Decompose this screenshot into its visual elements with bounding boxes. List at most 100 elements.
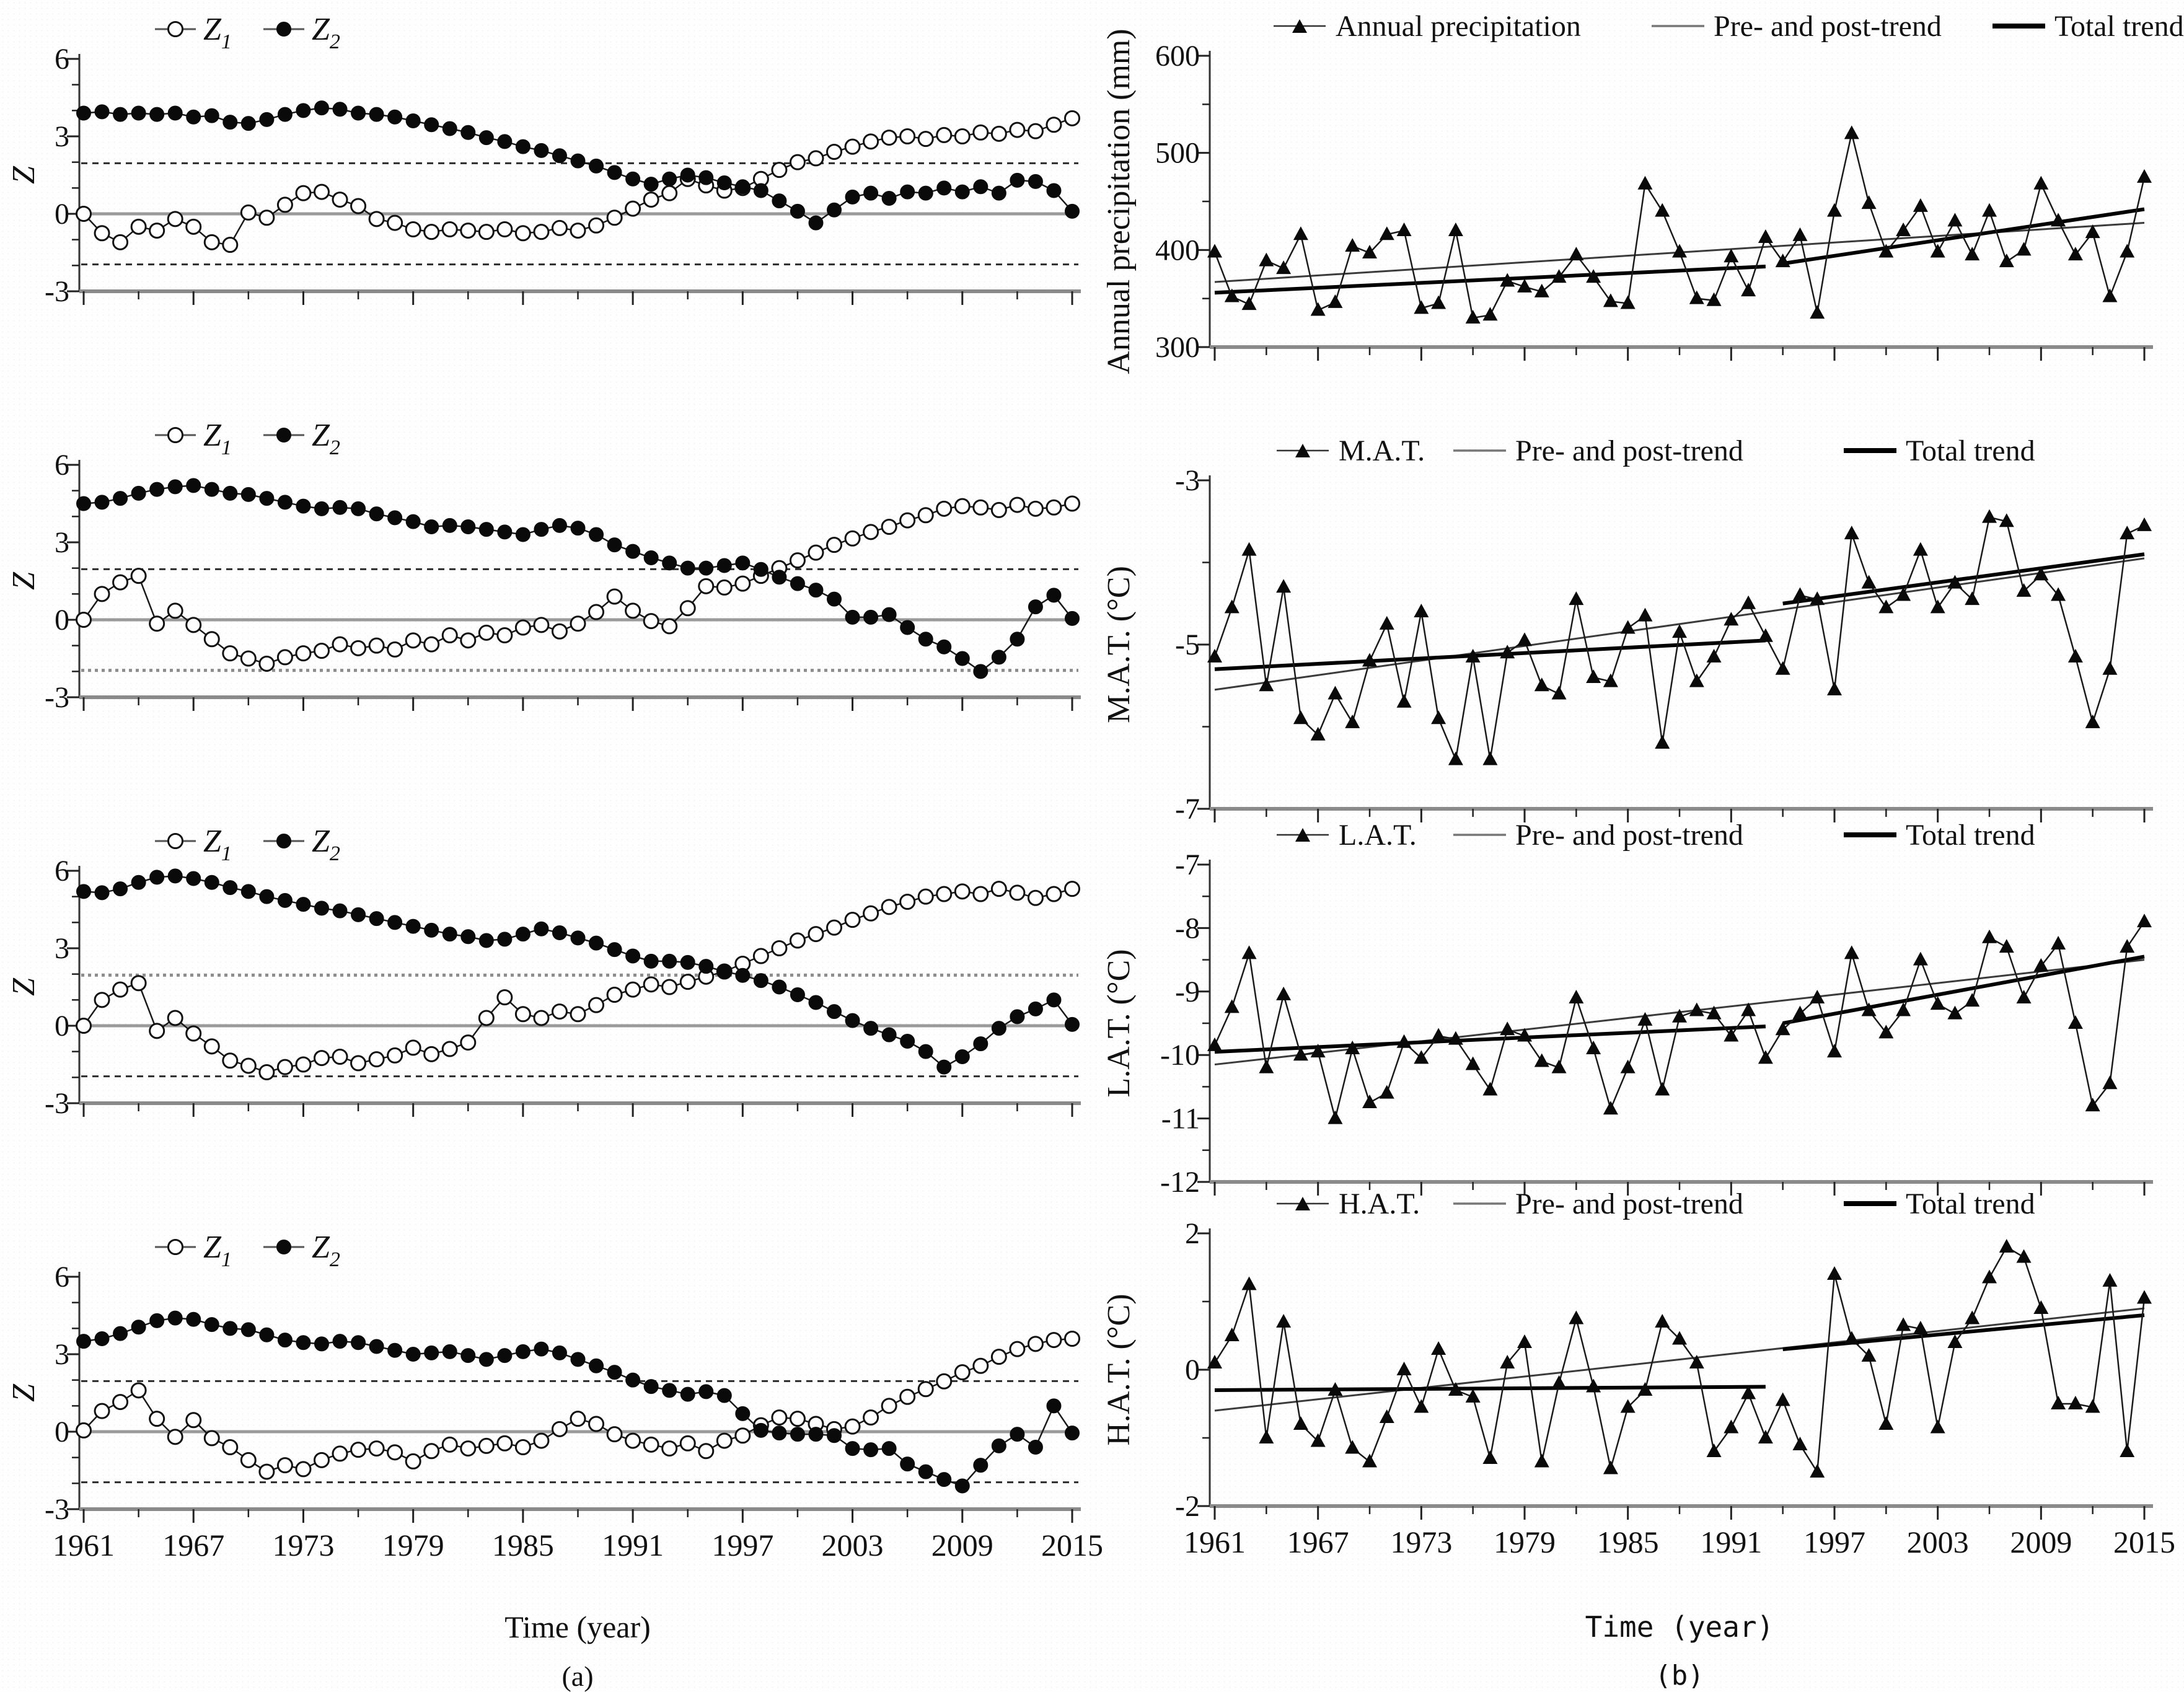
z1-open-circle-marker: [203, 631, 220, 648]
z2-filled-circle-marker: [881, 1027, 897, 1042]
z2-filled-circle-marker: [1010, 632, 1025, 647]
z1-open-circle-marker: [625, 1432, 641, 1449]
triangle-marker: [1724, 249, 1739, 263]
z2-filled-circle-marker: [149, 1313, 165, 1328]
triangle-marker: [1637, 607, 1653, 622]
z2-filled-circle-marker: [698, 170, 714, 185]
triangle-marker: [1620, 1059, 1636, 1073]
z2-filled-circle-marker: [900, 184, 915, 200]
triangle-marker: [1448, 1382, 1463, 1396]
y-axis-title: Z: [6, 571, 42, 590]
z2-filled-circle-marker: [296, 1335, 311, 1351]
triangle-marker: [1551, 269, 1567, 283]
triangle-marker: [1241, 1276, 1257, 1290]
y-tick-label: 6: [55, 43, 69, 76]
z1-open-circle-marker: [167, 1429, 183, 1445]
z1-open-circle-marker: [240, 650, 257, 667]
z1-open-circle-marker: [863, 524, 879, 540]
z1-open-circle-marker: [588, 1416, 605, 1432]
triangle-marker: [1844, 1331, 1859, 1345]
z1-open-circle-marker: [899, 128, 916, 144]
y-tick-label: -2: [1175, 1490, 1200, 1523]
z1-open-circle-marker: [954, 883, 971, 900]
triangle-marker: [2051, 936, 2066, 950]
triangle-marker: [1362, 653, 1377, 667]
z2-filled-circle-marker: [900, 1034, 915, 1049]
z2-filled-circle-marker: [332, 1334, 348, 1349]
z1-open-circle-marker: [808, 926, 824, 943]
z1-open-circle-marker: [643, 1436, 659, 1453]
z2-filled-circle-marker: [94, 495, 110, 510]
triangle-marker: [1810, 990, 1825, 1004]
z1-open-circle-marker: [936, 886, 953, 902]
z1-open-circle-marker: [94, 586, 110, 602]
triangle-marker: [1310, 726, 1326, 741]
z1-open-circle-marker: [844, 138, 861, 155]
z1-open-circle-marker: [203, 1430, 220, 1447]
x-tick-label: 1985: [492, 1528, 554, 1562]
z1-open-circle-marker: [149, 1023, 165, 1039]
z2-filled-circle-marker: [973, 664, 989, 679]
z2-filled-circle-marker: [534, 522, 549, 537]
total-trend-line: [1214, 557, 2145, 691]
z2-filled-circle-marker: [936, 1059, 952, 1075]
triangle-marker: [1930, 1419, 1945, 1434]
z1-open-circle-marker: [917, 131, 934, 148]
triangle-marker: [1827, 203, 1842, 217]
triangle-marker: [1689, 1002, 1704, 1016]
z2-filled-circle-marker: [314, 100, 329, 116]
triangle-marker: [1672, 244, 1687, 258]
triangle-marker: [1482, 1450, 1498, 1464]
triangle-marker: [1328, 1110, 1343, 1124]
z1-open-circle-marker: [972, 1357, 989, 1374]
z1-open-circle-marker: [844, 1418, 861, 1435]
triangle-marker: [1637, 1011, 1653, 1026]
triangle-marker: [2067, 1396, 2083, 1409]
triangle-marker: [1276, 260, 1292, 275]
z2-filled-circle-marker: [76, 1334, 91, 1349]
z1-open-circle-marker: [514, 225, 531, 242]
y-tick-label: 0: [55, 604, 69, 637]
pre-trend-line: [1214, 264, 1766, 295]
z2-filled-circle-marker: [424, 519, 439, 534]
z1-open-circle-marker: [1046, 499, 1062, 516]
z2-filled-circle-marker: [204, 108, 219, 123]
z2-filled-circle-marker: [589, 935, 604, 951]
z2-filled-circle-marker: [570, 930, 586, 946]
triangle-marker: [1775, 1392, 1790, 1406]
triangle-marker: [1965, 591, 1980, 606]
z2-filled-circle-marker: [314, 1336, 329, 1352]
z1-open-circle-marker: [496, 627, 513, 643]
triangle-marker: [1465, 1389, 1481, 1403]
z1-open-circle-marker: [350, 640, 367, 656]
y-tick-label: 300: [1155, 331, 1200, 364]
z2-filled-circle-marker: [1046, 183, 1062, 198]
triangle-marker: [1603, 1460, 1618, 1474]
z2-filled-circle-marker: [918, 1464, 933, 1479]
z2-filled-circle-marker: [680, 954, 695, 970]
triangle-marker: [1482, 1082, 1498, 1096]
z1-open-circle-marker: [606, 987, 623, 1003]
z1-open-circle-marker: [368, 211, 385, 227]
z2-filled-circle-marker: [954, 1478, 970, 1494]
triangle-marker: [1500, 273, 1515, 287]
x-tick-label: 1979: [1494, 1525, 1556, 1559]
y-axis-title: M.A.T. (°C): [1101, 566, 1137, 723]
z1-open-circle-marker: [643, 976, 659, 993]
pre-trend-line: [1214, 1385, 1766, 1392]
triangle-marker: [1569, 591, 1584, 606]
y-tick-label: -3: [1175, 464, 1200, 497]
z2-filled-circle-marker: [131, 485, 146, 501]
triangle-marker: [1844, 526, 1859, 540]
z2-filled-circle-marker: [277, 1333, 293, 1348]
triangle-marker: [1792, 1005, 1808, 1020]
z1-open-circle-marker: [460, 632, 477, 649]
triangle-marker: [1620, 1399, 1636, 1413]
z2-filled-circle-marker: [497, 932, 513, 947]
triangle-marker: [1741, 283, 1756, 297]
z2-filled-circle-marker: [314, 501, 329, 516]
triangle-marker: [1672, 624, 1687, 638]
triangle-marker: [1982, 929, 1997, 943]
z2-filled-circle-marker: [607, 1365, 622, 1380]
triangle-marker: [1259, 1430, 1274, 1443]
